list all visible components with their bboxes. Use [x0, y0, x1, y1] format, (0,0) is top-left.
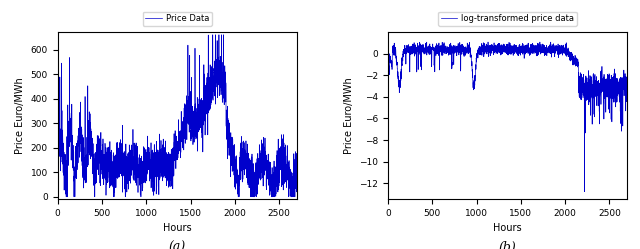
Legend: Price Data: Price Data: [143, 11, 212, 25]
X-axis label: Hours: Hours: [163, 224, 191, 234]
Y-axis label: Price Euro/MWh: Price Euro/MWh: [344, 77, 353, 154]
Text: (b): (b): [499, 241, 516, 249]
X-axis label: Hours: Hours: [493, 224, 522, 234]
Legend: log-transformed price data: log-transformed price data: [438, 11, 577, 25]
Y-axis label: Price Euro/MWh: Price Euro/MWh: [15, 77, 25, 154]
Text: (a): (a): [168, 241, 186, 249]
